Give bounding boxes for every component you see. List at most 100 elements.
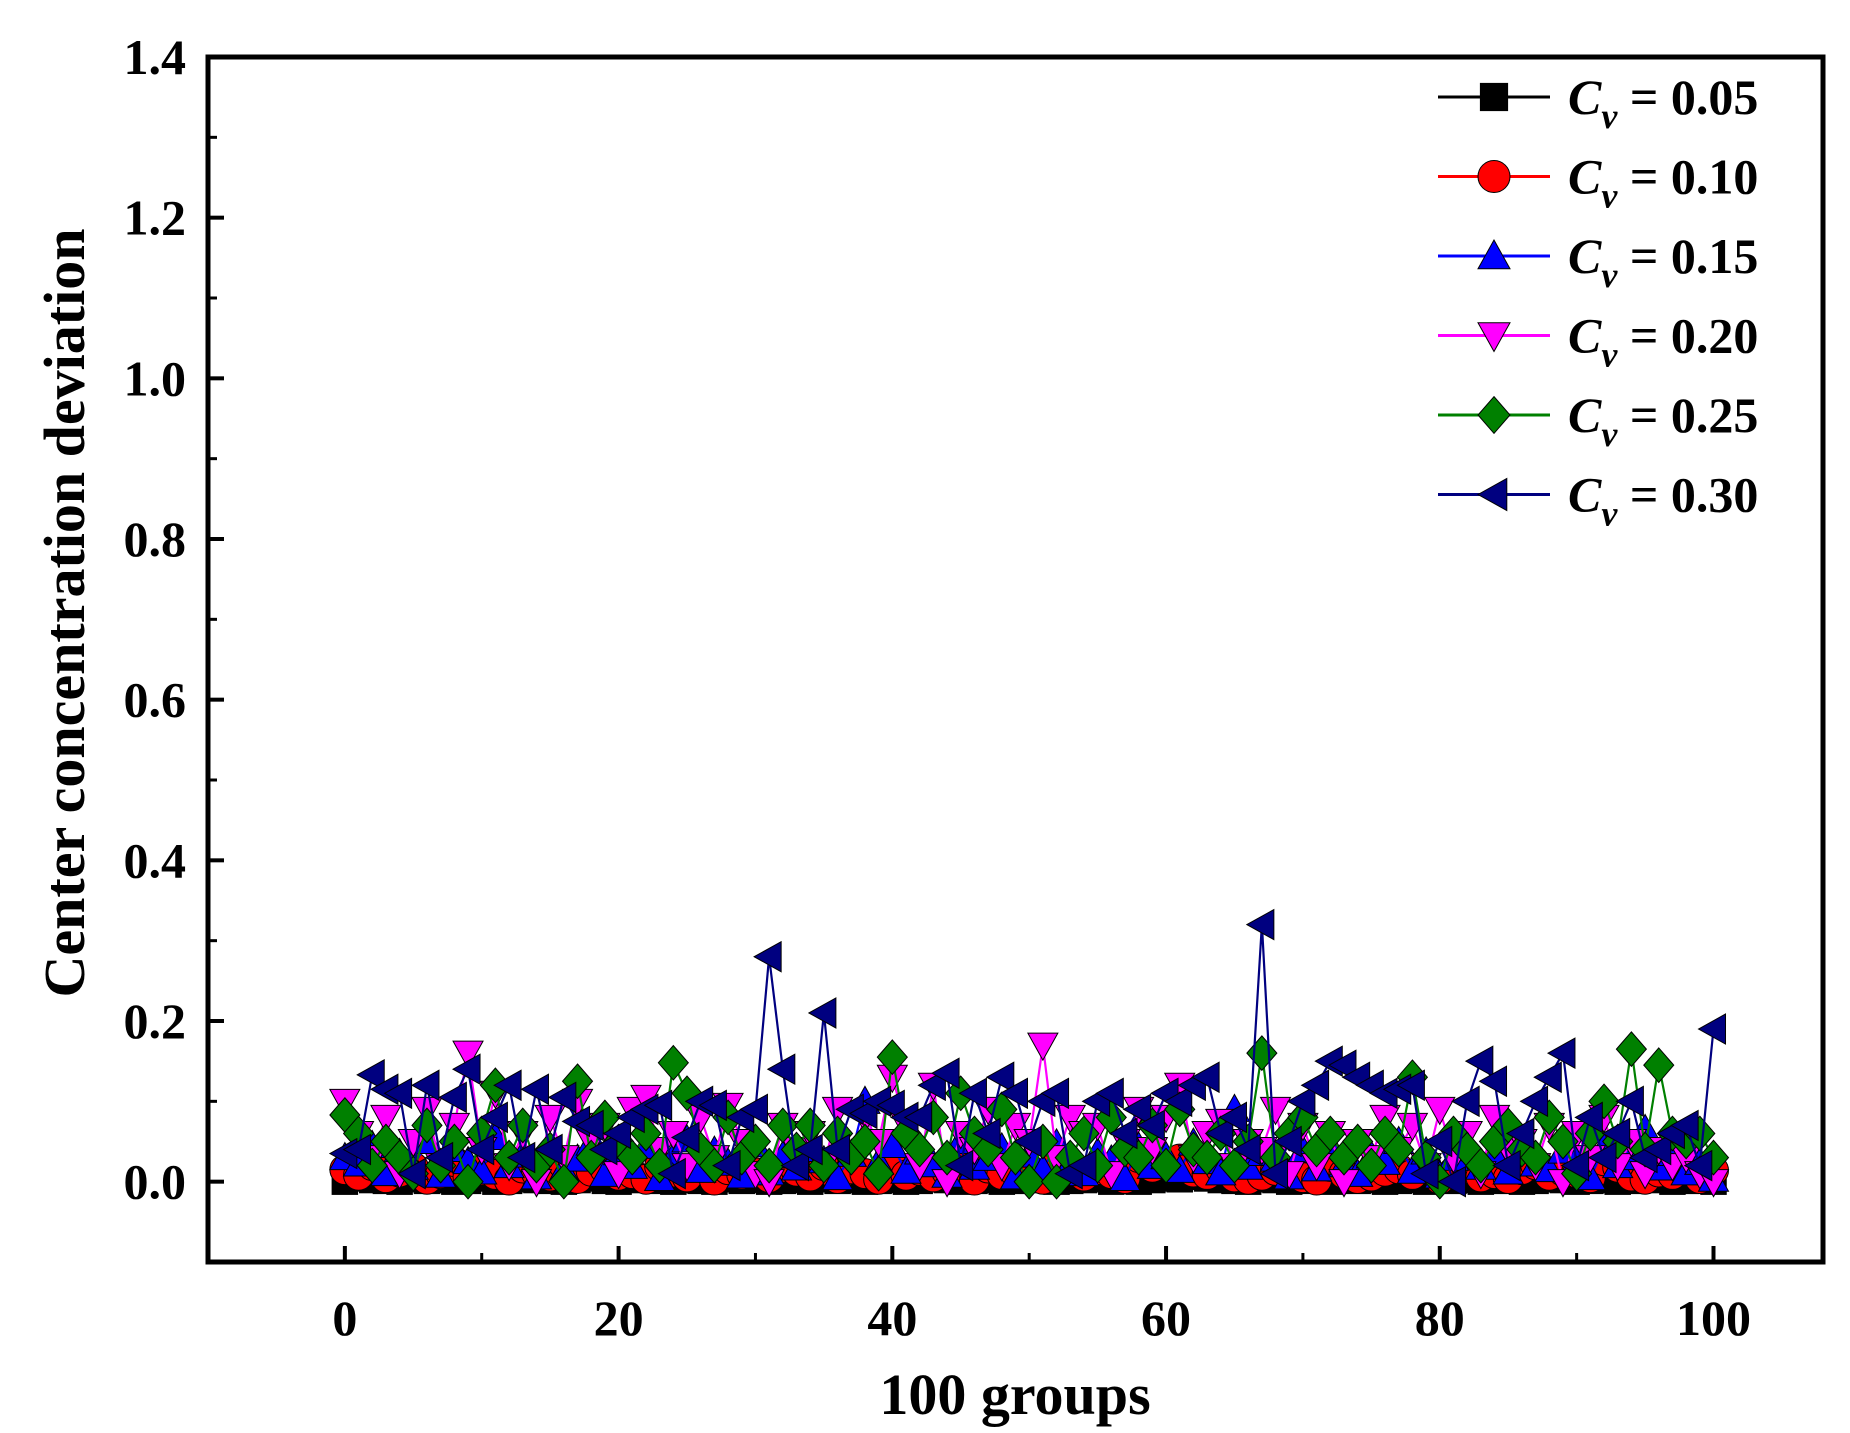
data-point bbox=[670, 1121, 700, 1154]
data-point bbox=[1383, 1131, 1415, 1168]
legend-label: Cv = 0.05 bbox=[1568, 69, 1758, 136]
data-point bbox=[917, 1069, 946, 1102]
data-point bbox=[1423, 1096, 1456, 1126]
data-point bbox=[1218, 1147, 1251, 1184]
data-point bbox=[753, 940, 782, 973]
legend-marker bbox=[1477, 395, 1511, 435]
data-point bbox=[848, 1097, 878, 1130]
data-point bbox=[1300, 1069, 1330, 1102]
data-point bbox=[534, 1133, 563, 1166]
data-point bbox=[1314, 1115, 1346, 1152]
legend-item: Cv = 0.25 bbox=[1438, 387, 1758, 454]
data-point bbox=[356, 1058, 385, 1091]
data-point bbox=[1560, 1149, 1590, 1182]
data-point bbox=[602, 1117, 632, 1150]
data-point bbox=[999, 1077, 1028, 1110]
data-point bbox=[1150, 1147, 1182, 1184]
data-point bbox=[643, 1089, 673, 1122]
data-point bbox=[1519, 1139, 1552, 1176]
data-point bbox=[616, 1139, 648, 1176]
data-point bbox=[944, 1149, 974, 1182]
x-tick-label: 40 bbox=[867, 1290, 917, 1346]
data-point bbox=[520, 1073, 549, 1106]
legend-marker bbox=[1477, 160, 1511, 193]
data-point bbox=[548, 1163, 580, 1200]
data-point bbox=[780, 1149, 810, 1182]
data-point bbox=[588, 1133, 618, 1166]
legend-marker bbox=[1477, 238, 1511, 270]
data-point bbox=[712, 1149, 741, 1182]
data-point bbox=[1396, 1069, 1425, 1102]
data-point bbox=[1286, 1085, 1316, 1118]
data-point bbox=[821, 1133, 851, 1166]
legend: Cv = 0.05 Cv = 0.10 Cv = 0.15 Cv = 0.20 Cv =… bbox=[1438, 69, 1758, 534]
data-point bbox=[807, 997, 837, 1029]
series-group bbox=[329, 1031, 1730, 1200]
data-point bbox=[1136, 1109, 1165, 1142]
data-point bbox=[1232, 1133, 1261, 1166]
data-point bbox=[1492, 1149, 1521, 1182]
legend-label: Cv = 0.20 bbox=[1568, 308, 1758, 375]
data-point bbox=[1601, 1117, 1631, 1150]
legend-item: Cv = 0.30 bbox=[1438, 467, 1758, 534]
data-point bbox=[1067, 1149, 1097, 1182]
data-point bbox=[1643, 1047, 1675, 1084]
data-point bbox=[862, 1155, 895, 1192]
y-tick-label: 0.8 bbox=[124, 511, 187, 567]
data-point bbox=[1040, 1077, 1070, 1110]
data-point bbox=[1327, 1049, 1357, 1082]
legend-marker bbox=[1477, 322, 1511, 353]
data-point bbox=[1108, 1117, 1138, 1150]
legend-item: Cv = 0.05 bbox=[1438, 69, 1758, 136]
y-tick-label: 1.4 bbox=[124, 29, 187, 85]
legend-item: Cv = 0.20 bbox=[1438, 308, 1758, 375]
data-point bbox=[1465, 1147, 1497, 1184]
data-point bbox=[1587, 1141, 1617, 1174]
data-point bbox=[1245, 908, 1275, 941]
data-point bbox=[575, 1109, 604, 1142]
data-point bbox=[766, 1053, 796, 1086]
y-tick-label: 1.2 bbox=[124, 190, 187, 246]
data-point bbox=[985, 1061, 1015, 1094]
legend-label: Cv = 0.15 bbox=[1568, 228, 1758, 295]
legend-item: Cv = 0.10 bbox=[1438, 149, 1758, 216]
data-point bbox=[698, 1089, 727, 1122]
data-point bbox=[657, 1044, 690, 1081]
data-point bbox=[1519, 1085, 1549, 1118]
data-point bbox=[1341, 1123, 1374, 1160]
legend-label: Cv = 0.25 bbox=[1568, 387, 1758, 454]
data-point bbox=[1054, 1104, 1087, 1134]
data-point bbox=[507, 1107, 539, 1144]
data-point bbox=[1163, 1085, 1193, 1118]
legend-marker bbox=[1476, 477, 1508, 512]
data-point bbox=[1615, 1085, 1644, 1118]
data-point bbox=[999, 1139, 1032, 1176]
data-point bbox=[1013, 1163, 1045, 1200]
data-point bbox=[506, 1141, 536, 1174]
data-point bbox=[876, 1089, 905, 1122]
data-point bbox=[438, 1081, 467, 1114]
data-point bbox=[1027, 1032, 1059, 1062]
data-point bbox=[753, 1147, 785, 1184]
x-tick-label: 0 bbox=[332, 1290, 357, 1346]
data-point bbox=[547, 1081, 577, 1114]
y-tick-label: 0.4 bbox=[124, 832, 187, 888]
data-point bbox=[1437, 1165, 1466, 1198]
data-point bbox=[876, 1039, 908, 1076]
data-point bbox=[739, 1123, 772, 1160]
data-point bbox=[1191, 1139, 1223, 1176]
legend-marker bbox=[1479, 82, 1509, 112]
x-tick-label: 80 bbox=[1415, 1290, 1465, 1346]
x-tick-label: 100 bbox=[1676, 1290, 1751, 1346]
data-point bbox=[958, 1077, 987, 1110]
data-point bbox=[1533, 1061, 1562, 1094]
data-point bbox=[452, 1163, 484, 1200]
data-point bbox=[1218, 1101, 1247, 1134]
data-point bbox=[1410, 1157, 1439, 1190]
data-point bbox=[465, 1133, 495, 1166]
data-point bbox=[972, 1117, 1001, 1150]
data-point bbox=[1273, 1125, 1302, 1158]
data-point bbox=[383, 1077, 413, 1110]
data-point bbox=[931, 1057, 960, 1090]
data-point bbox=[493, 1069, 522, 1102]
